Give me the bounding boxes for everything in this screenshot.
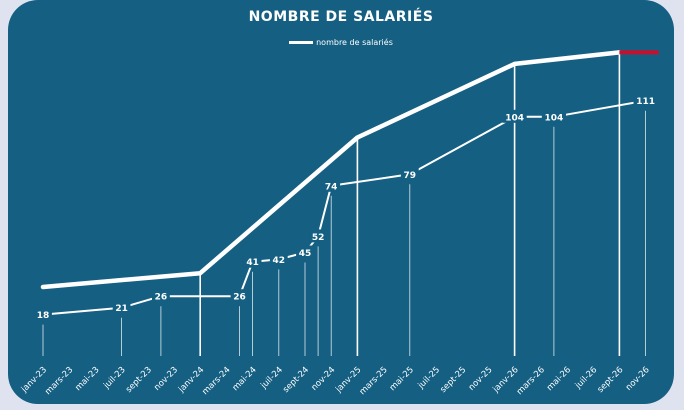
x-tick-label: sept-25 (438, 365, 468, 395)
data-label-bg (152, 289, 170, 303)
data-label-bg (309, 229, 327, 243)
data-label: 41 (246, 258, 259, 268)
x-tick-label: mars-23 (43, 365, 75, 397)
data-label-bg (633, 93, 658, 107)
data-label: 104 (505, 113, 524, 123)
x-tick-label: mars-25 (358, 365, 390, 397)
x-tick-label: nov-26 (624, 365, 652, 393)
data-label: 74 (325, 182, 338, 192)
data-label-bg (269, 252, 288, 266)
x-tick-label: mai-25 (388, 365, 416, 393)
data-label: 42 (273, 256, 286, 266)
x-tick-label: mai-23 (73, 365, 101, 393)
data-label-bg (400, 167, 419, 181)
data-label: 26 (233, 293, 246, 303)
trend-line (40, 50, 622, 290)
data-label: 21 (115, 304, 128, 314)
x-tick-label: mars-24 (200, 365, 232, 397)
data-label-bg (502, 109, 527, 123)
chart-title: NOMBRE DE SALARIÉS (248, 9, 434, 25)
data-label-bg (34, 307, 52, 321)
legend-label: nombre de salariés (316, 38, 393, 47)
x-tick-label: mai-24 (231, 365, 259, 393)
data-label-bg (230, 289, 249, 303)
data-label-bg (243, 254, 262, 268)
x-tick-label: mai-26 (545, 365, 573, 393)
x-tick-label: nov-24 (310, 365, 338, 393)
data-label-bg (541, 109, 566, 123)
x-tick-label: sept-23 (124, 365, 154, 395)
x-tick-label: mars-26 (515, 365, 547, 397)
data-label: 104 (545, 113, 564, 123)
x-tick-label: nov-25 (467, 365, 495, 393)
series-line (42, 99, 646, 316)
x-tick-label: sept-24 (281, 365, 311, 395)
legend: nombre de salariés (8, 38, 674, 47)
data-label: 45 (299, 249, 312, 259)
x-tick-label: sept-26 (596, 365, 626, 395)
data-label: 18 (37, 311, 50, 321)
data-label-bg (112, 300, 131, 314)
legend-swatch (289, 41, 314, 44)
data-label: 79 (404, 171, 417, 181)
data-label: 111 (636, 97, 655, 107)
chart-card: NOMBRE DE SALARIÉS nombre de salariés 18… (8, 0, 674, 404)
data-label: 52 (312, 233, 325, 243)
x-tick-label: nov-23 (152, 365, 180, 393)
data-label-bg (296, 245, 314, 259)
data-label: 26 (155, 293, 168, 303)
data-label-bg (322, 178, 341, 192)
